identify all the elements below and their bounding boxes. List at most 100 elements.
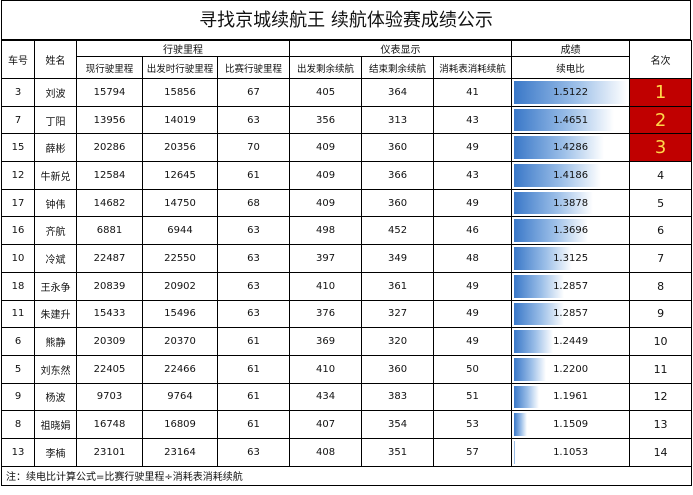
cell-consumed-range: 49 [433,271,513,301]
cell-ratio: 1.4651 [511,105,631,135]
cell-rank: 9 [629,299,693,329]
cell-ratio: 1.1053 [511,437,631,467]
cell-seq: 16 [1,216,35,246]
cell-start-mileage: 22550 [142,244,218,273]
rank-badge: 3 [629,133,693,163]
cell-end-range: 360 [361,354,435,384]
cell-start-mileage: 15496 [142,299,218,329]
cell-consumed-range: 49 [433,299,513,329]
formula-note: 注：续电比计算公式=比赛行驶里程÷消耗表消耗续航 [0,465,693,486]
cell-rank: 12 [629,382,693,412]
cell-start-mileage: 14750 [142,188,218,218]
cell-seq: 17 [1,188,35,218]
cell-end-range: 349 [361,244,435,273]
cell-end-range: 360 [361,188,435,218]
cell-start-range: 405 [289,78,363,107]
table-row: 11 朱建升 15433 15496 63 376 327 49 1.2857 9 [1,299,693,329]
cell-actual-mileage: 22487 [76,244,143,273]
cell-race-mileage: 63 [216,271,291,301]
cell-actual-mileage: 20839 [76,271,143,301]
cell-ratio: 1.1961 [511,382,631,412]
cell-race-mileage: 61 [216,354,291,384]
ratio-value: 1.2449 [553,336,589,348]
cell-start-mileage: 9764 [142,382,218,412]
cell-rank: 11 [629,354,693,384]
header-start-mileage: 出发时行驶里程 [142,56,218,79]
header-end-range: 结束剩余续航 [361,56,435,79]
header-meter-group: 仪表显示 [289,40,513,57]
cell-rank: 14 [629,437,693,467]
cell-start-range: 498 [289,216,363,246]
cell-consumed-range: 43 [433,105,513,135]
header-ratio: 续电比 [511,56,631,79]
cell-rank: 7 [629,244,693,273]
header-rank: 名次 [629,40,693,79]
cell-end-range: 354 [361,410,435,439]
header-race-mileage: 比赛行驶里程 [216,56,291,79]
cell-actual-mileage: 12584 [76,161,143,190]
header-name: 姓名 [34,40,77,79]
cell-race-mileage: 67 [216,78,291,107]
header-seq: 车号 [1,40,35,79]
cell-race-mileage: 63 [216,216,291,246]
cell-start-range: 397 [289,244,363,273]
cell-ratio: 1.1509 [511,410,631,439]
cell-start-mileage: 12645 [142,161,218,190]
cell-name: 刘东然 [34,354,77,384]
ratio-bar [514,191,593,215]
cell-start-range: 376 [289,299,363,329]
cell-ratio: 1.3696 [511,216,631,246]
cell-start-mileage: 16809 [142,410,218,439]
cell-start-range: 409 [289,188,363,218]
cell-start-range: 409 [289,161,363,190]
cell-name: 李楠 [34,437,77,467]
header-consumed-range: 消耗表消耗续航 [433,56,513,79]
cell-end-range: 313 [361,105,435,135]
cell-start-range: 434 [289,382,363,412]
cell-name: 熊静 [34,327,77,356]
header-actual-mileage: 现行驶里程 [76,56,143,79]
table-row: 3 刘波 15794 15856 67 405 364 41 1.5122 1 [1,78,693,107]
cell-name: 丁阳 [34,105,77,135]
cell-name: 牛新兑 [34,161,77,190]
cell-actual-mileage: 15794 [76,78,143,107]
table-row: 10 冷斌 22487 22550 63 397 349 48 1.3125 7 [1,244,693,273]
ratio-value: 1.4651 [553,114,589,126]
cell-race-mileage: 61 [216,327,291,356]
cell-race-mileage: 70 [216,133,291,163]
cell-seq: 7 [1,105,35,135]
cell-name: 钟伟 [34,188,77,218]
ratio-bar [514,330,553,353]
cell-start-range: 410 [289,354,363,384]
ratio-bar [514,357,547,381]
table-row: 18 王永争 20839 20902 63 410 361 49 1.2857 8 [1,271,693,301]
cell-end-range: 361 [361,271,435,301]
ratio-value: 1.3125 [553,252,589,264]
table-row: 8 祖晓娟 16748 16809 61 407 354 53 1.1509 13 [1,410,693,439]
cell-ratio: 1.2449 [511,327,631,356]
cell-race-mileage: 61 [216,410,291,439]
cell-name: 刘波 [34,78,77,107]
table-row: 7 丁阳 13956 14019 63 356 313 43 1.4651 2 [1,105,693,135]
ratio-value: 1.1961 [553,391,589,403]
cell-race-mileage: 63 [216,299,291,329]
cell-end-range: 383 [361,382,435,412]
cell-consumed-range: 43 [433,161,513,190]
cell-race-mileage: 68 [216,188,291,218]
ratio-value: 1.5122 [553,86,589,98]
cell-consumed-range: 51 [433,382,513,412]
cell-start-mileage: 23164 [142,437,218,467]
cell-start-mileage: 20902 [142,271,218,301]
cell-name: 王永争 [34,271,77,301]
cell-consumed-range: 49 [433,188,513,218]
cell-end-range: 364 [361,78,435,107]
ratio-value: 1.4186 [553,169,589,181]
cell-consumed-range: 41 [433,78,513,107]
ratio-value: 1.3696 [553,225,589,237]
header-score-group: 成绩 [511,40,631,57]
rank-badge: 2 [629,105,693,135]
page-title: 寻找京城续航王 续航体验赛成绩公示 [1,0,691,40]
cell-start-range: 408 [289,437,363,467]
ratio-bar [514,385,540,409]
cell-seq: 8 [1,410,35,439]
